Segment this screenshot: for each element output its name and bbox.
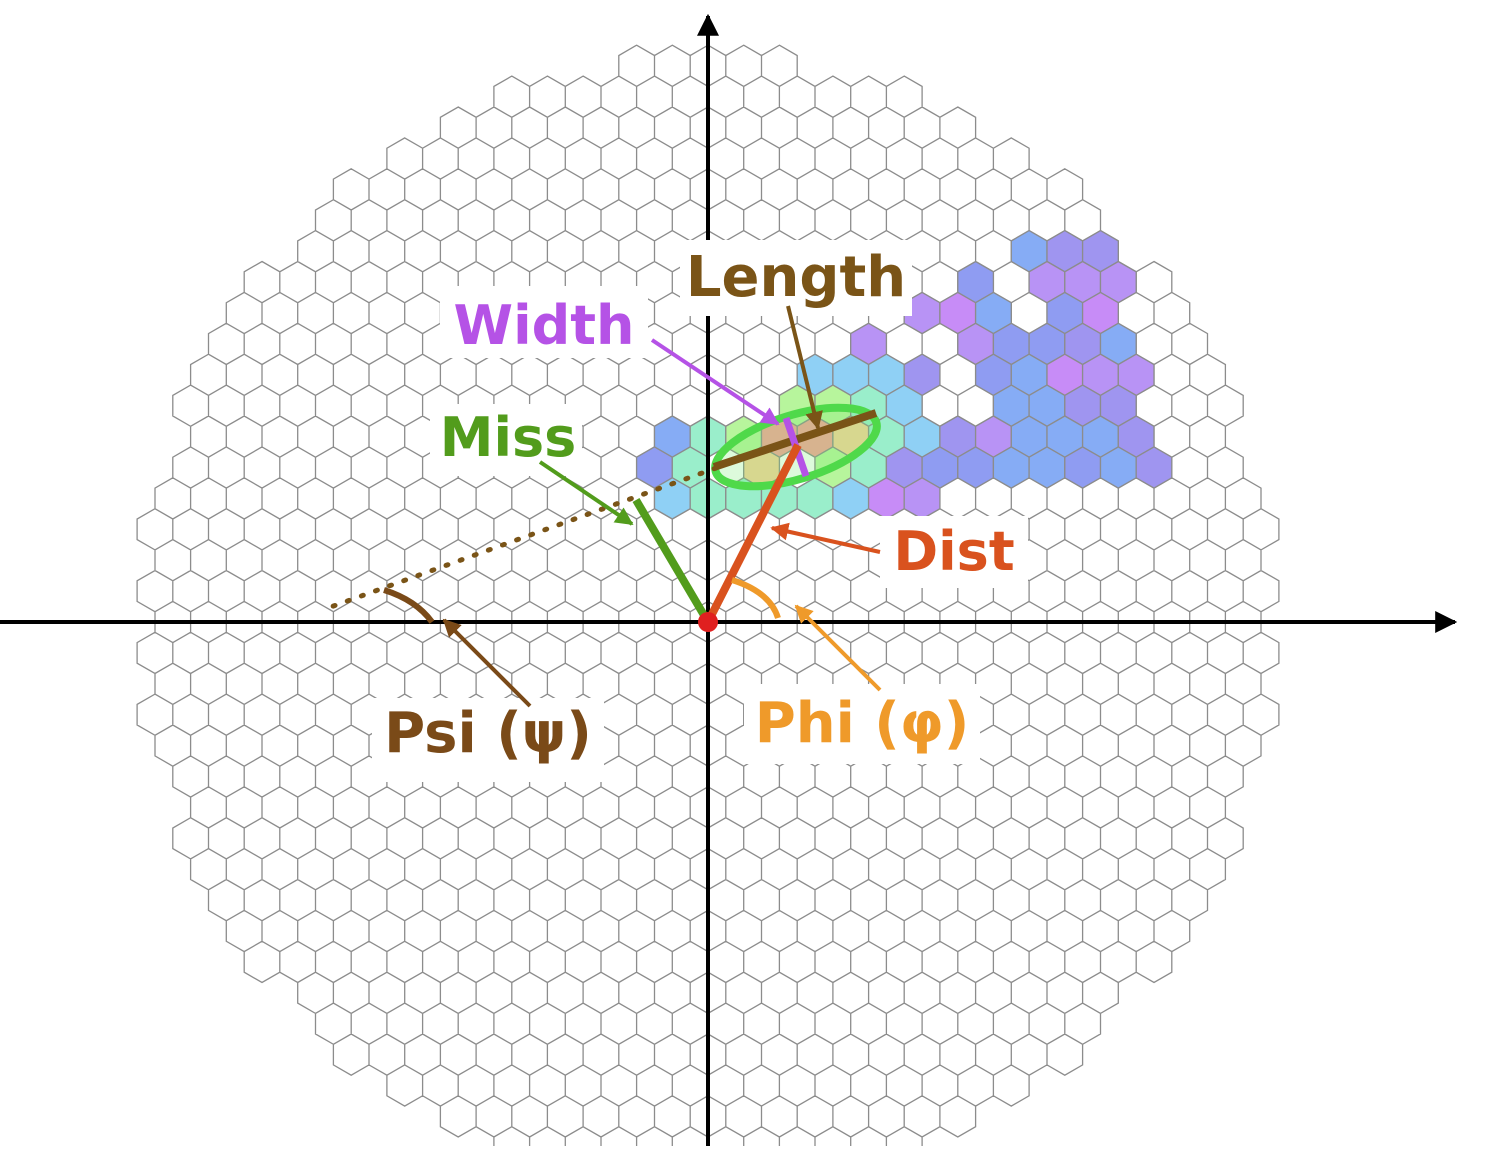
- dist-line: [704, 443, 802, 624]
- shower-image-pixels: [635, 229, 1173, 520]
- width-label-bg: [440, 286, 648, 358]
- miss-arrow-icon: [538, 460, 634, 526]
- shower-pixel: [1135, 446, 1173, 489]
- length-label-bg: [680, 240, 912, 316]
- origin-point: [698, 612, 718, 632]
- length-arrow-icon: [786, 305, 823, 430]
- miss-label: Miss: [440, 406, 577, 469]
- width-label: Width: [454, 294, 635, 357]
- psi-arc: [383, 587, 435, 624]
- miss-label-bg: [430, 404, 582, 476]
- phi-arc: [731, 577, 781, 620]
- dist-arrow-icon: [770, 522, 881, 554]
- major-axis-extension: [325, 465, 719, 611]
- width-arrow-icon: [650, 338, 780, 426]
- phi-label: Phi (φ): [755, 691, 970, 756]
- miss-line: [632, 497, 712, 625]
- dist-label-bg: [880, 516, 1028, 588]
- length-label: Length: [686, 245, 906, 310]
- psi-label: Psi (ψ): [384, 701, 592, 766]
- phi-arrow-icon: [794, 604, 882, 692]
- phi-label-bg: [744, 684, 980, 764]
- psi-arrow-icon: [442, 618, 532, 708]
- dist-label: Dist: [893, 520, 1014, 583]
- psi-label-bg: [372, 698, 604, 782]
